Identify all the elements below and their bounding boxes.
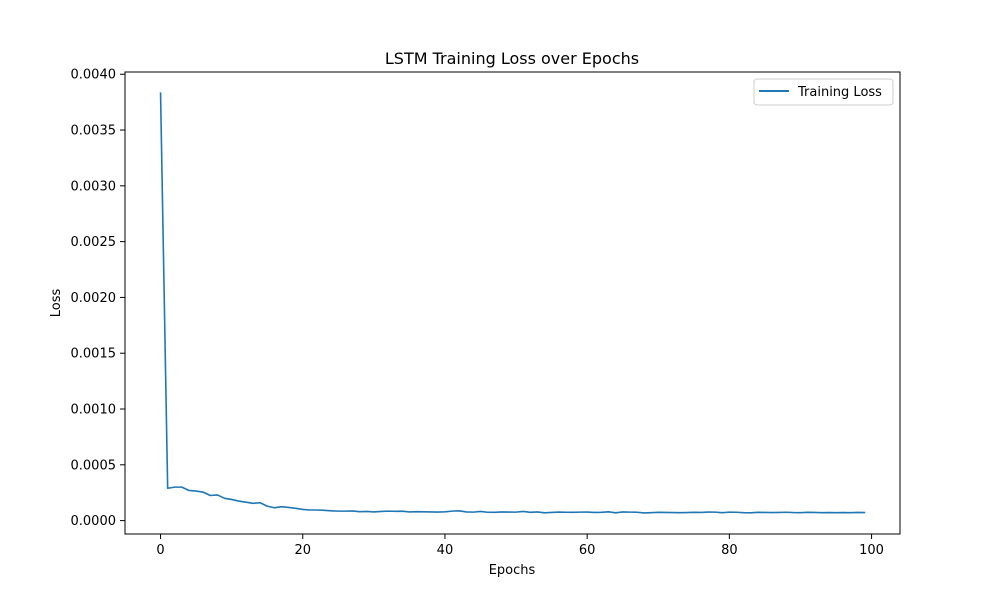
x-axis-label: Epochs [489,563,536,578]
y-tick-label: 0.0005 [71,458,117,473]
chart-title: LSTM Training Loss over Epochs [385,49,639,68]
y-axis-label: Loss [49,289,64,318]
series-layer [159,92,866,514]
x-tick-label: 40 [437,543,454,558]
y-axis-ticks: 0.0000 0.0005 0.0010 0.0015 0.0020 0.0025 0.00… [71,68,125,529]
legend-box [753,78,894,106]
y-tick-label: 0.0000 [71,514,117,529]
y-tick-label: 0.0035 [71,124,117,139]
y-tick-label: 0.0025 [71,235,117,250]
x-tick-label: 100 [859,543,884,558]
x-tick-label: 60 [579,543,596,558]
series-line-training-loss [159,92,866,514]
x-axis-ticks: 0 20 40 60 80 100 [156,534,884,558]
y-tick-label: 0.0020 [71,291,117,306]
y-tick-label: 0.0015 [71,347,117,362]
x-tick-label: 80 [721,543,738,558]
legend: Training Loss [753,78,894,106]
y-tick-label: 0.0010 [71,403,117,418]
x-tick-label: 0 [156,543,164,558]
x-tick-label: 20 [294,543,311,558]
y-tick-label: 0.0040 [71,68,117,83]
legend-label-training-loss: Training Loss [797,85,882,100]
y-tick-label: 0.0030 [71,179,117,194]
plot-frame [124,71,901,535]
